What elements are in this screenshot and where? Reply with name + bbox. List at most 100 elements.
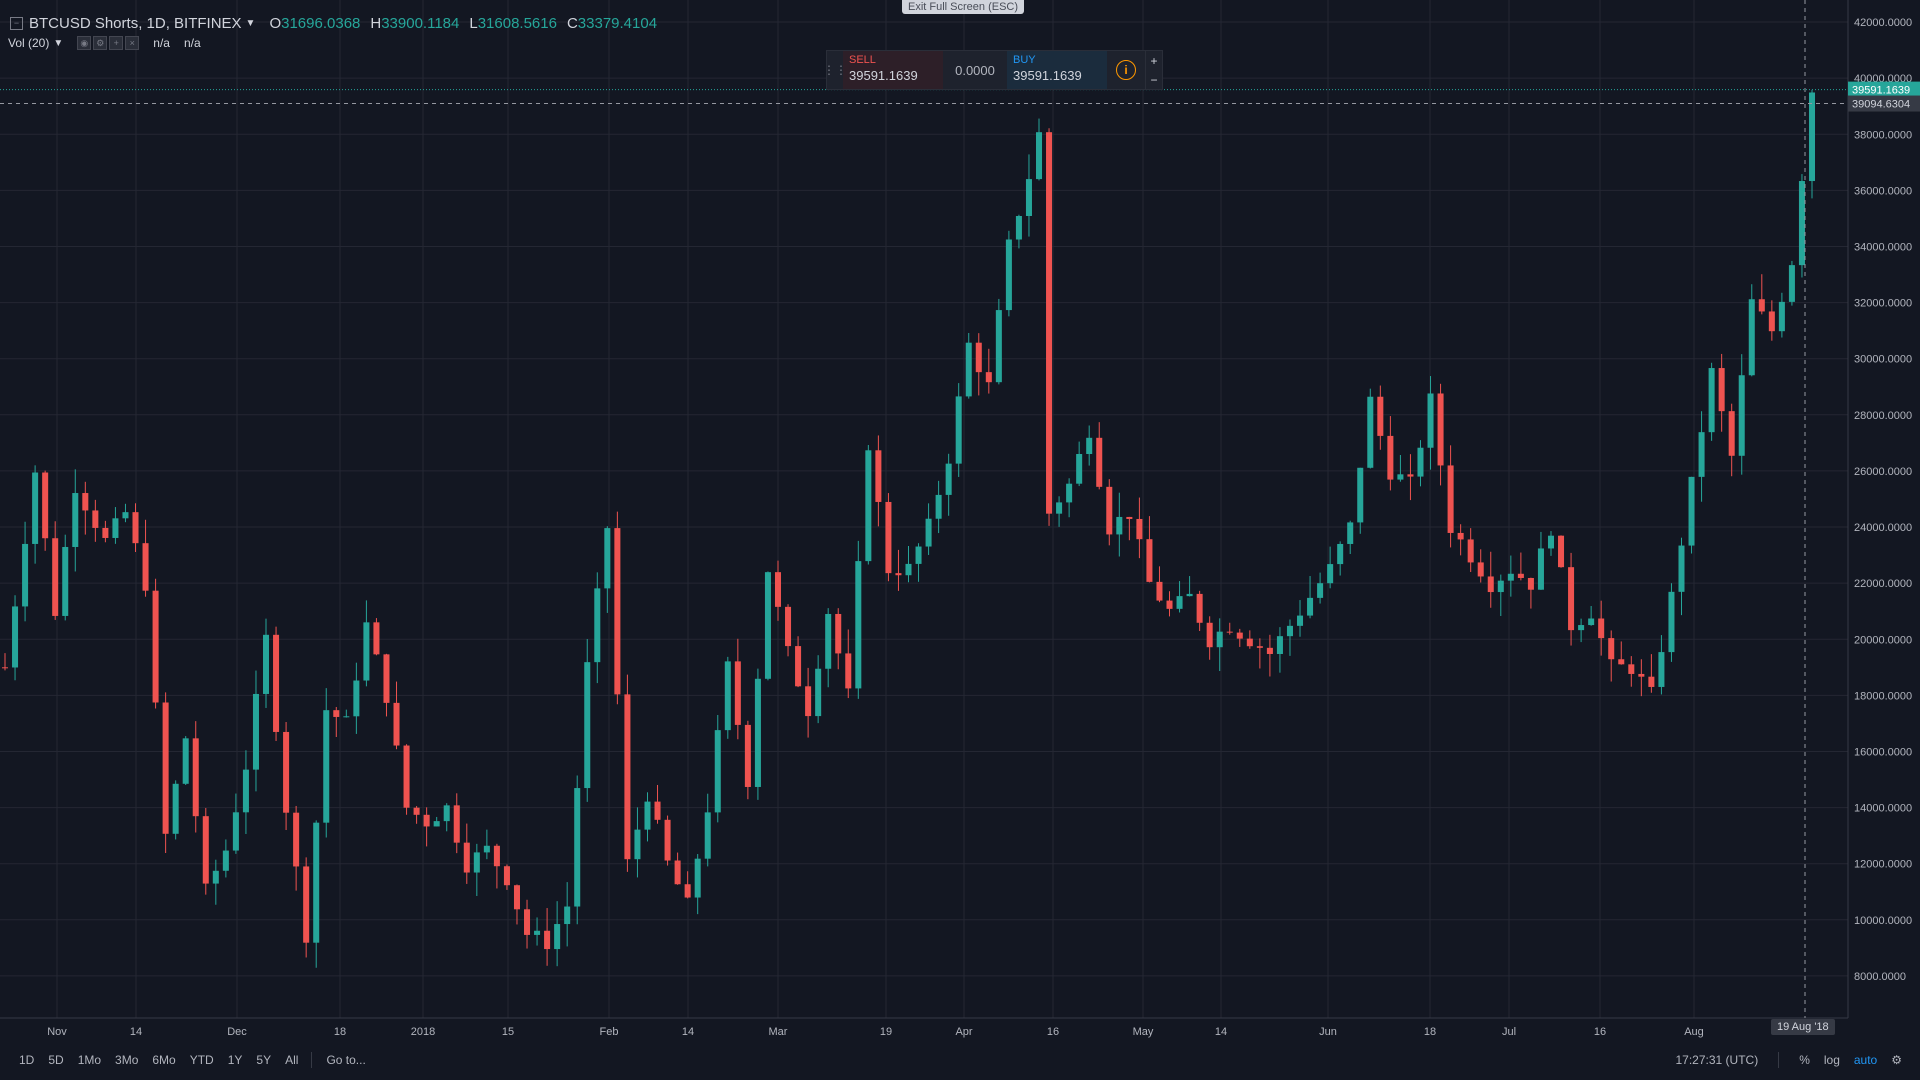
y-tick-label: 20000.0000	[1854, 634, 1912, 646]
y-tick-label: 42000.0000	[1854, 17, 1912, 29]
candle-body	[1738, 375, 1745, 456]
candle-body	[112, 518, 119, 538]
candle-body	[353, 680, 360, 717]
range-button-6mo[interactable]: 6Mo	[152, 1053, 176, 1067]
candle-body	[1588, 618, 1595, 626]
plus-icon[interactable]: +	[109, 36, 124, 50]
y-tick-label: 8000.0000	[1854, 971, 1906, 983]
candle-body	[1106, 486, 1113, 535]
sell-button[interactable]: SELL 39591.1639	[843, 51, 943, 89]
goto-button[interactable]: Go to...	[326, 1053, 366, 1067]
candle-body	[293, 812, 300, 867]
collapse-icon[interactable]: −	[10, 16, 23, 30]
candles	[1, 89, 1816, 968]
crosshair-date-badge: 19 Aug '18	[1771, 1019, 1835, 1035]
candle-body	[1216, 631, 1223, 648]
crosshair-price-badge	[1848, 95, 1920, 112]
candle-body	[373, 622, 380, 655]
candle-body	[1698, 432, 1705, 477]
close-icon[interactable]: ×	[125, 36, 140, 50]
candle-body	[604, 528, 611, 589]
auto-toggle[interactable]: auto	[1853, 1053, 1878, 1067]
x-tick-label: Feb	[600, 1026, 619, 1038]
symbol-title[interactable]: BTCUSD Shorts, 1D, BITFINEX	[29, 14, 242, 32]
range-button-1mo[interactable]: 1Mo	[77, 1053, 102, 1067]
candle-body	[1367, 396, 1374, 468]
range-button-5y[interactable]: 5Y	[256, 1053, 272, 1067]
candle-body	[232, 812, 239, 851]
candle-body	[574, 788, 581, 907]
x-tick-label: 14	[682, 1026, 694, 1038]
chevron-down-icon[interactable]: ▼	[53, 37, 64, 49]
info-button[interactable]: i	[1107, 51, 1145, 89]
candle-body	[1618, 659, 1625, 665]
candle-body	[744, 724, 751, 787]
candle-body	[1598, 618, 1605, 639]
candle-body	[423, 814, 430, 827]
candle-body	[1638, 673, 1645, 677]
candle-body	[403, 745, 410, 808]
candle-body	[443, 805, 450, 822]
quantity-stepper[interactable]: + −	[1145, 51, 1162, 89]
range-button-5d[interactable]: 5D	[48, 1053, 64, 1067]
plus-button[interactable]: +	[1150, 53, 1158, 68]
candle-body	[754, 678, 761, 787]
minus-button[interactable]: −	[1150, 72, 1158, 87]
candle-body	[82, 493, 89, 511]
candle-body	[1286, 625, 1293, 637]
exit-fullscreen-button[interactable]: Exit Full Screen (ESC)	[902, 0, 1025, 14]
candle-body	[192, 738, 199, 817]
candle-body	[413, 807, 420, 815]
candle-body	[1477, 562, 1484, 577]
candle-body	[905, 563, 912, 576]
candle-body	[333, 710, 340, 717]
candle-body	[1236, 632, 1243, 639]
candle-body	[1, 667, 9, 669]
candle-body	[564, 906, 571, 925]
candle-body	[1658, 652, 1665, 687]
candle-body	[142, 543, 149, 591]
range-button-1y[interactable]: 1Y	[227, 1053, 243, 1067]
range-button-1d[interactable]: 1D	[19, 1053, 35, 1067]
chevron-down-icon[interactable]: ▼	[245, 17, 256, 29]
candle-body	[1427, 393, 1434, 448]
vol-label[interactable]: Vol (20)	[8, 36, 50, 50]
candle-body	[182, 738, 189, 784]
x-tick-label: 19	[880, 1026, 892, 1038]
candle-body	[1015, 216, 1022, 240]
y-tick-label: 18000.0000	[1854, 690, 1912, 702]
candle-body	[975, 342, 982, 373]
eye-icon[interactable]: ◉	[77, 36, 92, 50]
candle-body	[1447, 465, 1454, 533]
log-toggle[interactable]: log	[1823, 1053, 1840, 1067]
buy-button[interactable]: BUY 39591.1639	[1007, 51, 1107, 89]
candle-body	[1246, 638, 1253, 647]
candle-body	[52, 538, 59, 616]
range-button-all[interactable]: All	[285, 1053, 299, 1067]
y-tick-label: 12000.0000	[1854, 859, 1912, 871]
candle-body	[845, 653, 852, 689]
candle-body	[724, 661, 731, 731]
candle-body	[1457, 532, 1464, 540]
percent-toggle[interactable]: %	[1799, 1053, 1810, 1067]
range-button-ytd[interactable]: YTD	[189, 1053, 214, 1067]
clock-time[interactable]: 17:27:31 (UTC)	[1675, 1053, 1759, 1067]
drag-handle-icon[interactable]: ⋮⋮	[823, 63, 847, 77]
candle-body	[122, 512, 129, 519]
candle-body	[303, 866, 310, 943]
candle-body	[1708, 368, 1715, 433]
candle-body	[554, 924, 561, 950]
candle-body	[1507, 573, 1514, 581]
close-value: 33379.4104	[577, 14, 658, 32]
y-tick-label: 36000.0000	[1854, 185, 1912, 197]
y-tick-label: 14000.0000	[1854, 803, 1912, 815]
candle-body	[935, 494, 942, 519]
gear-icon[interactable]: ⚙	[93, 36, 108, 50]
ohlc-values: O31696.0368 H33900.1184 L31608.5616 C333…	[269, 15, 657, 32]
candle-body	[453, 805, 460, 843]
candle-body	[955, 396, 962, 464]
candle-body	[473, 852, 480, 873]
range-button-3mo[interactable]: 3Mo	[115, 1053, 139, 1067]
gear-icon[interactable]: ⚙	[1891, 1053, 1902, 1067]
